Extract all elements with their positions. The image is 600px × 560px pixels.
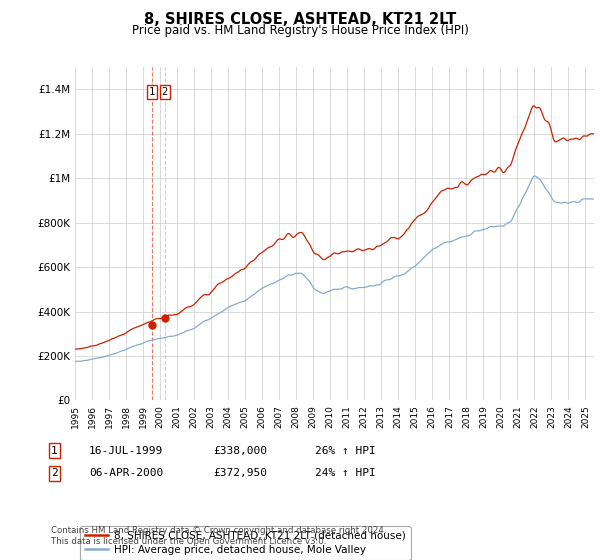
- Text: 26% ↑ HPI: 26% ↑ HPI: [315, 446, 376, 456]
- Text: 1: 1: [149, 87, 155, 97]
- Text: 2: 2: [161, 87, 168, 97]
- Text: Price paid vs. HM Land Registry's House Price Index (HPI): Price paid vs. HM Land Registry's House …: [131, 24, 469, 37]
- Text: 16-JUL-1999: 16-JUL-1999: [89, 446, 163, 456]
- Text: Contains HM Land Registry data © Crown copyright and database right 2024.
This d: Contains HM Land Registry data © Crown c…: [51, 526, 386, 545]
- Text: 8, SHIRES CLOSE, ASHTEAD, KT21 2LT: 8, SHIRES CLOSE, ASHTEAD, KT21 2LT: [144, 12, 456, 27]
- Text: 2: 2: [51, 468, 58, 478]
- Text: £338,000: £338,000: [213, 446, 267, 456]
- Text: 1: 1: [51, 446, 58, 456]
- Text: 06-APR-2000: 06-APR-2000: [89, 468, 163, 478]
- Text: £372,950: £372,950: [213, 468, 267, 478]
- Legend: 8, SHIRES CLOSE, ASHTEAD, KT21 2LT (detached house), HPI: Average price, detache: 8, SHIRES CLOSE, ASHTEAD, KT21 2LT (deta…: [80, 526, 410, 560]
- Text: 24% ↑ HPI: 24% ↑ HPI: [315, 468, 376, 478]
